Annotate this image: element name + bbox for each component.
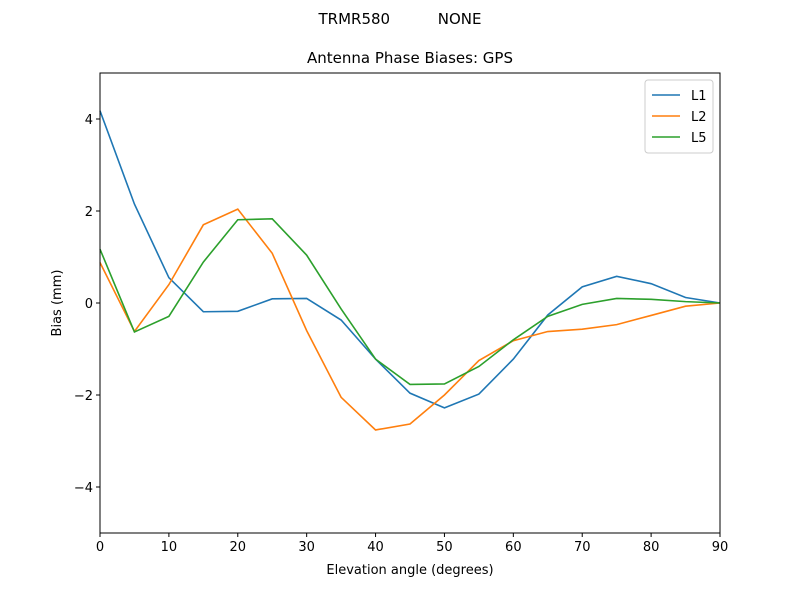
- y-tick-label: 4: [85, 113, 93, 128]
- line-series: [99, 218, 721, 386]
- y-tick-label: −4: [74, 481, 93, 496]
- line-series: [99, 110, 721, 409]
- legend-label: L1: [691, 89, 707, 104]
- suptitle: TRMR580 NONE: [318, 10, 482, 28]
- x-tick-label: 30: [298, 540, 315, 555]
- y-tick-label: −2: [74, 389, 93, 404]
- x-tick-label: 60: [505, 540, 522, 555]
- x-tick-label: 20: [230, 540, 247, 555]
- x-tick-label: 70: [574, 540, 591, 555]
- y-axis-label: Bias (mm): [50, 270, 65, 337]
- x-axis-label: Elevation angle (degrees): [326, 563, 493, 578]
- chart-title: Antenna Phase Biases: GPS: [307, 49, 513, 67]
- x-tick-label: 80: [643, 540, 660, 555]
- y-tick-label: 2: [85, 205, 93, 220]
- x-tick-label: 40: [367, 540, 384, 555]
- x-tick-label: 50: [436, 540, 453, 555]
- plot-frame: [99, 72, 721, 534]
- legend-label: L2: [691, 110, 707, 125]
- x-tick-label: 0: [96, 540, 104, 555]
- x-tick-label: 90: [712, 540, 729, 555]
- x-tick-label: 10: [161, 540, 178, 555]
- line-series: [99, 208, 721, 431]
- y-tick-label: 0: [85, 297, 93, 312]
- legend-label: L5: [691, 131, 707, 146]
